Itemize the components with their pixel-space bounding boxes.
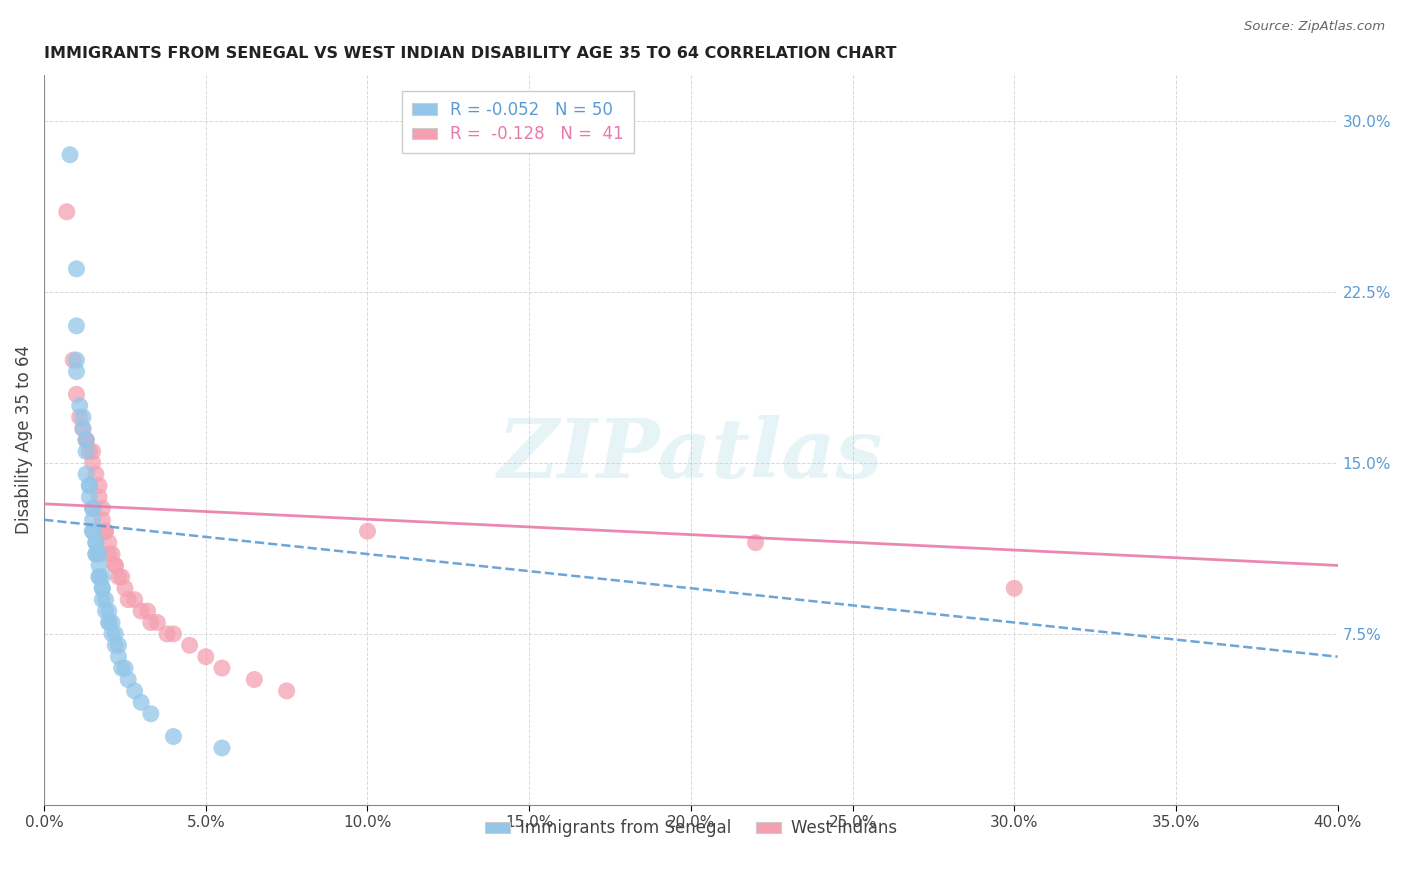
Point (104, 558, 127, 573)
Point (87, 547, 110, 561)
Point (82, 456, 104, 470)
Point (69, 410, 91, 425)
Text: IMMIGRANTS FROM SENEGAL VS WEST INDIAN DISABILITY AGE 35 TO 64 CORRELATION CHART: IMMIGRANTS FROM SENEGAL VS WEST INDIAN D… (44, 46, 897, 62)
Point (65, 364, 87, 378)
Point (84, 467, 107, 482)
Point (84, 547, 107, 561)
Point (65, 353, 87, 368)
Point (114, 581, 136, 595)
Point (243, 673, 266, 687)
Point (179, 638, 201, 652)
Point (79, 490, 101, 504)
Point (87, 570, 110, 584)
Point (87, 490, 110, 504)
Point (107, 638, 129, 652)
Point (356, 524, 378, 539)
Point (129, 695, 152, 709)
Point (104, 638, 127, 652)
Point (101, 615, 124, 630)
Point (117, 592, 139, 607)
Point (136, 604, 159, 618)
Point (59, 147, 82, 161)
Y-axis label: Disability Age 35 to 64: Disability Age 35 to 64 (15, 345, 32, 534)
Point (75, 444, 97, 458)
Point (744, 535, 766, 549)
Point (107, 649, 129, 664)
Point (79, 444, 101, 458)
Point (82, 524, 104, 539)
Point (84, 547, 107, 561)
Point (146, 615, 169, 630)
Point (91, 581, 114, 595)
Point (91, 570, 114, 584)
Point (211, 741, 233, 756)
Point (94, 524, 117, 539)
Point (97, 547, 120, 561)
Point (79, 478, 101, 492)
Point (107, 570, 129, 584)
Point (117, 673, 139, 687)
Point (94, 524, 117, 539)
Point (156, 627, 179, 641)
Point (139, 706, 162, 721)
Point (124, 592, 146, 607)
Point (75, 433, 97, 447)
Point (91, 513, 114, 527)
Point (82, 524, 104, 539)
Point (91, 581, 114, 595)
Point (82, 444, 104, 458)
Point (194, 649, 217, 664)
Point (129, 604, 152, 618)
Text: ZIPatlas: ZIPatlas (498, 415, 883, 494)
Point (91, 592, 114, 607)
Point (72, 410, 94, 425)
Point (91, 501, 114, 516)
Point (124, 684, 146, 698)
Point (75, 433, 97, 447)
Point (65, 261, 87, 276)
Point (84, 535, 107, 549)
Point (62, 353, 84, 368)
Point (84, 535, 107, 549)
Point (82, 501, 104, 516)
Legend: Immigrants from Senegal, West Indians: Immigrants from Senegal, West Indians (478, 813, 904, 844)
Point (101, 627, 124, 641)
Point (65, 318, 87, 333)
Point (139, 615, 162, 630)
Point (75, 467, 97, 482)
Point (75, 433, 97, 447)
Point (79, 478, 101, 492)
Point (1002, 581, 1025, 595)
Point (114, 661, 136, 675)
Point (72, 421, 94, 435)
Point (94, 592, 117, 607)
Point (72, 421, 94, 435)
Point (87, 478, 110, 492)
Point (82, 513, 104, 527)
Point (65, 387, 87, 401)
Point (97, 615, 120, 630)
Point (82, 501, 104, 516)
Point (276, 684, 298, 698)
Point (104, 558, 127, 573)
Point (111, 661, 134, 675)
Point (94, 604, 117, 618)
Point (111, 570, 134, 584)
Point (104, 627, 127, 641)
Point (101, 547, 124, 561)
Point (69, 399, 91, 413)
Point (162, 627, 184, 641)
Point (87, 570, 110, 584)
Point (87, 558, 110, 573)
Point (97, 604, 120, 618)
Point (97, 535, 120, 549)
Text: Source: ZipAtlas.com: Source: ZipAtlas.com (1244, 20, 1385, 33)
Point (162, 730, 184, 744)
Point (211, 661, 233, 675)
Point (55, 204, 77, 219)
Point (97, 615, 120, 630)
